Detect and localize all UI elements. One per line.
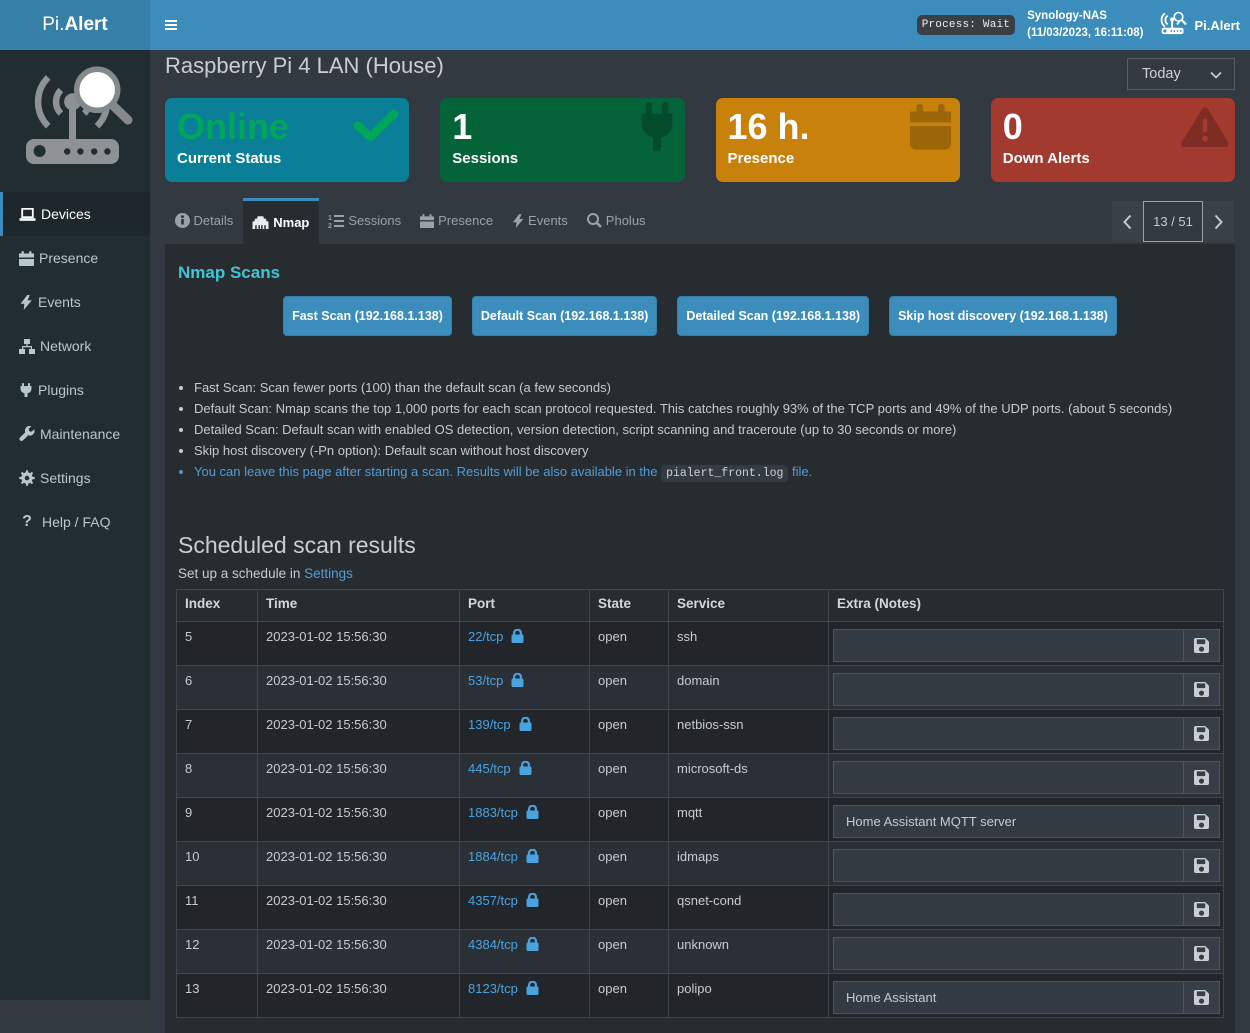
svg-text:2: 2 xyxy=(328,223,332,228)
svg-text:1: 1 xyxy=(328,215,332,222)
